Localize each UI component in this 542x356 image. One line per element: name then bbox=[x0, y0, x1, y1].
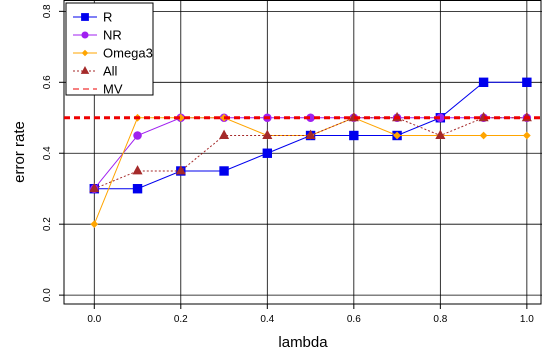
point-r-6 bbox=[349, 130, 359, 141]
legend-marker-nr bbox=[81, 31, 89, 39]
point-omega3-7 bbox=[393, 131, 401, 140]
point-all-2 bbox=[175, 165, 186, 175]
point-r-1 bbox=[132, 184, 143, 194]
legend-label-omega3: Omega3 bbox=[103, 46, 153, 61]
x-axis-title: lambda bbox=[278, 334, 328, 351]
plot-frame bbox=[63, 0, 542, 305]
x-tick-label-2: 0.4 bbox=[260, 314, 274, 325]
y-tick-label-3: 0.6 bbox=[42, 75, 53, 89]
axis-ticks: 0.0 0.2 0.4 0.6 0.8 1.0 0.0 0.2 0.4 0.6 0.8 bbox=[42, 4, 534, 325]
y-tick-label-2: 0.4 bbox=[42, 146, 53, 160]
x-tick-label-1: 0.2 bbox=[174, 314, 188, 325]
point-all-0 bbox=[89, 182, 100, 193]
legend-label-mv: MV bbox=[103, 82, 123, 97]
y-tick-label-4: 0.8 bbox=[42, 4, 53, 18]
y-tick-label-0: 0.0 bbox=[42, 288, 53, 302]
point-omega3-10 bbox=[523, 131, 531, 140]
point-nr-1 bbox=[133, 131, 142, 140]
point-all-1 bbox=[132, 165, 143, 175]
series-all bbox=[89, 111, 532, 193]
point-omega3-0 bbox=[90, 220, 99, 229]
point-all-4 bbox=[262, 129, 273, 139]
legend-marker-omega3 bbox=[81, 49, 89, 57]
point-r-9 bbox=[478, 77, 489, 87]
point-r-4 bbox=[262, 148, 273, 158]
point-all-5 bbox=[305, 129, 316, 139]
legend: R NR Omega3 All MV bbox=[65, 2, 154, 97]
point-omega3-9 bbox=[479, 131, 488, 140]
y-tick-label-1: 0.2 bbox=[42, 217, 53, 231]
x-tick-label-0: 0.0 bbox=[87, 314, 101, 325]
legend-label-nr: NR bbox=[103, 28, 122, 43]
point-r-10 bbox=[522, 77, 532, 87]
legend-label-all: All bbox=[103, 64, 118, 79]
point-r-3 bbox=[219, 166, 229, 176]
legend-marker-all bbox=[80, 66, 90, 74]
point-all-3 bbox=[219, 129, 230, 139]
x-tick-label-5: 1.0 bbox=[520, 314, 534, 325]
legend-box bbox=[65, 2, 154, 96]
series-group bbox=[64, 77, 542, 229]
x-tick-label-3: 0.6 bbox=[347, 314, 361, 325]
legend-label-r: R bbox=[103, 10, 112, 25]
point-all-8 bbox=[435, 129, 446, 139]
legend-marker-r bbox=[81, 13, 89, 21]
y-axis-title: error rate bbox=[11, 121, 28, 183]
x-tick-label-4: 0.8 bbox=[433, 314, 447, 325]
